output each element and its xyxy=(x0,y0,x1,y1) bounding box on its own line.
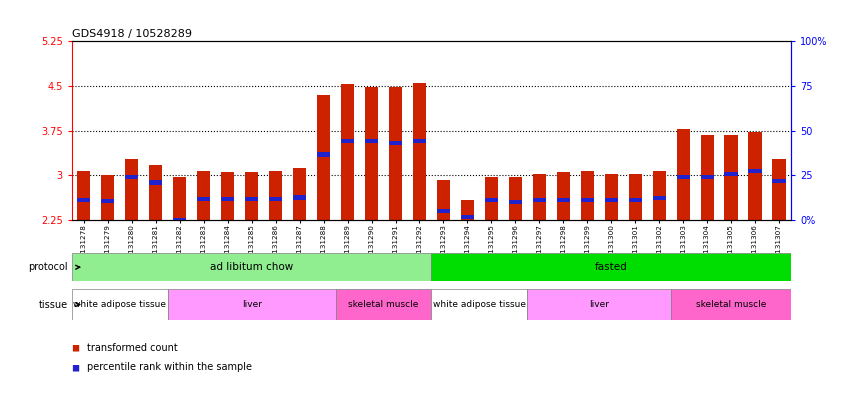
Text: ◼: ◼ xyxy=(72,343,83,353)
Bar xyxy=(197,171,211,220)
Bar xyxy=(772,159,786,220)
Bar xyxy=(365,139,378,143)
Bar xyxy=(580,198,594,202)
Text: ad libitum chow: ad libitum chow xyxy=(210,262,294,272)
Bar xyxy=(413,139,426,143)
Bar xyxy=(724,135,738,220)
Bar xyxy=(77,171,91,220)
Bar xyxy=(245,197,258,201)
Bar xyxy=(485,176,498,220)
Bar xyxy=(677,129,689,220)
Bar xyxy=(437,209,450,213)
Bar xyxy=(605,198,618,202)
Bar xyxy=(269,197,283,201)
Text: liver: liver xyxy=(590,300,609,309)
Bar xyxy=(533,174,546,220)
Text: liver: liver xyxy=(242,300,261,309)
Bar xyxy=(431,253,791,281)
Bar xyxy=(197,197,211,201)
Bar xyxy=(341,139,354,143)
Bar xyxy=(149,180,162,185)
Text: tissue: tissue xyxy=(39,299,68,310)
Bar xyxy=(293,195,306,200)
Bar xyxy=(677,175,689,179)
Text: white adipose tissue: white adipose tissue xyxy=(74,300,167,309)
Text: ◼: ◼ xyxy=(72,362,83,373)
Bar xyxy=(749,132,761,220)
Bar xyxy=(221,197,234,201)
Bar xyxy=(413,83,426,220)
Bar xyxy=(317,95,330,220)
Bar xyxy=(317,152,330,156)
Bar xyxy=(293,168,306,220)
Bar xyxy=(341,84,354,220)
Bar xyxy=(461,200,474,220)
Bar xyxy=(749,169,761,173)
Text: percentile rank within the sample: percentile rank within the sample xyxy=(87,362,252,373)
Bar xyxy=(629,198,642,202)
Bar xyxy=(437,180,450,220)
Bar xyxy=(485,198,498,202)
Bar xyxy=(671,289,791,320)
Text: fasted: fasted xyxy=(595,262,628,272)
Text: protocol: protocol xyxy=(28,262,68,272)
Text: white adipose tissue: white adipose tissue xyxy=(433,300,526,309)
Bar xyxy=(527,289,671,320)
Bar xyxy=(389,141,402,145)
Bar xyxy=(700,175,714,179)
Bar xyxy=(533,198,546,202)
Bar xyxy=(77,198,91,202)
Bar xyxy=(557,198,570,202)
Bar xyxy=(173,177,186,220)
Bar xyxy=(245,172,258,220)
Bar xyxy=(125,159,139,220)
Bar xyxy=(700,135,714,220)
Bar xyxy=(72,253,431,281)
Bar xyxy=(389,87,402,220)
Bar xyxy=(431,289,527,320)
Text: GDS4918 / 10528289: GDS4918 / 10528289 xyxy=(72,29,192,39)
Bar xyxy=(508,177,522,220)
Bar xyxy=(168,289,336,320)
Bar xyxy=(461,215,474,219)
Text: skeletal muscle: skeletal muscle xyxy=(696,300,766,309)
Bar xyxy=(269,171,283,220)
Bar xyxy=(173,218,186,222)
Bar xyxy=(125,175,139,179)
Bar xyxy=(72,289,168,320)
Bar xyxy=(652,196,666,200)
Bar xyxy=(149,165,162,220)
Bar xyxy=(557,173,570,220)
Bar xyxy=(365,87,378,220)
Bar xyxy=(336,289,431,320)
Text: transformed count: transformed count xyxy=(87,343,178,353)
Bar xyxy=(580,171,594,220)
Bar xyxy=(724,172,738,176)
Bar xyxy=(508,200,522,204)
Text: skeletal muscle: skeletal muscle xyxy=(349,300,419,309)
Bar xyxy=(652,171,666,220)
Bar xyxy=(102,175,114,220)
Bar xyxy=(772,179,786,184)
Bar xyxy=(605,174,618,220)
Bar xyxy=(629,174,642,220)
Bar xyxy=(221,172,234,220)
Bar xyxy=(102,199,114,203)
